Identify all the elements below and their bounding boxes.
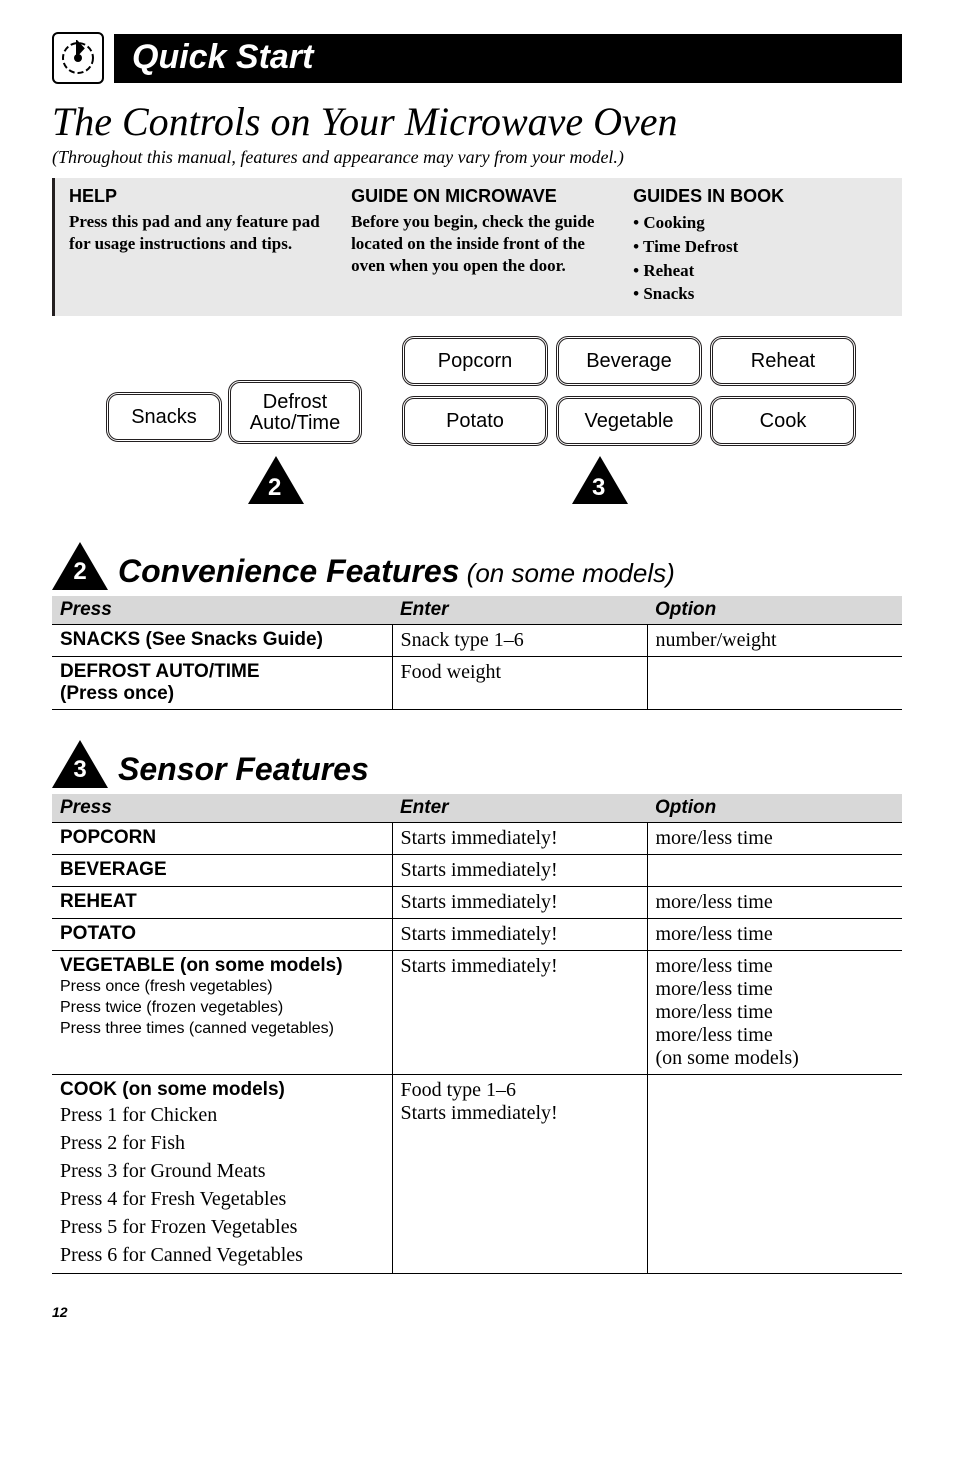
info-box: HELP Press this pad and any feature pad … — [52, 178, 902, 316]
pad-snacks: Snacks — [106, 392, 222, 442]
col-option: Option — [647, 794, 902, 823]
help-heading: HELP — [69, 186, 341, 207]
row-cook-option — [647, 1075, 902, 1274]
row-vegetable-sub2: Press twice (frozen vegetables) — [60, 998, 384, 1019]
row-potato-press: POTATO — [52, 919, 392, 951]
row-beverage-press: BEVERAGE — [52, 855, 392, 887]
pad-cook: Cook — [710, 396, 856, 446]
row-vegetable-opt3: more/less time — [656, 1001, 895, 1024]
row-defrost-enter: Food weight — [392, 657, 647, 710]
page-title: The Controls on Your Microwave Oven — [52, 98, 902, 145]
row-popcorn-option: more/less time — [647, 823, 902, 855]
section-2-title-row: 2 Convenience Features (on some models) — [52, 542, 902, 590]
row-reheat-option: more/less time — [647, 887, 902, 919]
pad-popcorn: Popcorn — [402, 336, 548, 386]
row-potato-option: more/less time — [647, 919, 902, 951]
row-cook-sub5: Press 5 for Frozen Vegetables — [60, 1213, 384, 1241]
row-vegetable-sub1: Press once (fresh vegetables) — [60, 977, 384, 998]
row-vegetable-enter: Starts immediately! — [392, 951, 647, 1075]
book-item: Time Defrost — [633, 235, 878, 259]
guide-body: Before you begin, check the guide locate… — [351, 211, 623, 277]
row-vegetable-opt2: more/less time — [656, 978, 895, 1001]
book-item: Reheat — [633, 259, 878, 283]
triangle-2-upper-num: 2 — [268, 474, 281, 502]
section-2-heading-note: (on some models) — [459, 558, 674, 588]
row-cook-sub6: Press 6 for Canned Vegetables — [60, 1241, 384, 1269]
row-reheat-enter: Starts immediately! — [392, 887, 647, 919]
pad-diagram: Snacks Defrost Auto/Time Popcorn Beverag… — [52, 336, 902, 536]
row-cook-sub4: Press 4 for Fresh Vegetables — [60, 1185, 384, 1213]
triangle-2-lower-num: 2 — [72, 558, 88, 586]
header-bar: Quick Start — [114, 34, 902, 83]
triangle-3-lower-num: 3 — [72, 756, 88, 784]
pad-defrost: Defrost Auto/Time — [228, 380, 362, 444]
sensor-table: Press Enter Option POPCORN Starts immedi… — [52, 794, 902, 1274]
row-snacks-press: SNACKS (See Snacks Guide) — [52, 625, 392, 657]
page-number: 12 — [52, 1304, 902, 1320]
row-vegetable-press: VEGETABLE (on some models) Press once (f… — [52, 951, 392, 1075]
pad-potato: Potato — [402, 396, 548, 446]
section-2-heading-text: Convenience Features — [118, 553, 459, 589]
page-subtitle: (Throughout this manual, features and ap… — [52, 147, 902, 168]
row-defrost-option — [647, 657, 902, 710]
row-popcorn-enter: Starts immediately! — [392, 823, 647, 855]
quickstart-icon — [52, 32, 104, 84]
help-body: Press this pad and any feature pad for u… — [69, 211, 341, 255]
row-cook-sub3: Press 3 for Ground Meats — [60, 1157, 384, 1185]
col-press: Press — [52, 794, 392, 823]
book-item: Cooking — [633, 211, 878, 235]
header-row: Quick Start — [52, 32, 902, 84]
row-cook-enter: Food type 1–6 Starts immediately! — [392, 1075, 647, 1274]
guide-heading: GUIDE ON MICROWAVE — [351, 186, 623, 207]
pad-vegetable: Vegetable — [556, 396, 702, 446]
row-cook-sub2: Press 2 for Fish — [60, 1129, 384, 1157]
col-press: Press — [52, 596, 392, 625]
row-cook-sub1: Press 1 for Chicken — [60, 1101, 384, 1129]
row-beverage-option — [647, 855, 902, 887]
section-3-title-row: 3 Sensor Features — [52, 740, 902, 788]
row-beverage-enter: Starts immediately! — [392, 855, 647, 887]
book-item: Snacks — [633, 282, 878, 306]
convenience-table: Press Enter Option SNACKS (See Snacks Gu… — [52, 596, 902, 710]
row-vegetable-option: more/less time more/less time more/less … — [647, 951, 902, 1075]
row-vegetable-opt4: more/less time — [656, 1024, 895, 1047]
row-snacks-enter: Snack type 1–6 — [392, 625, 647, 657]
book-list: Cooking Time Defrost Reheat Snacks — [633, 211, 878, 306]
section-3-heading: Sensor Features — [118, 751, 369, 788]
pad-defrost-line2: Auto/Time — [250, 413, 340, 434]
row-cook-enter2: Starts immediately! — [401, 1102, 639, 1125]
triangle-3-upper-num: 3 — [592, 474, 605, 502]
row-cook-enter1: Food type 1–6 — [401, 1079, 639, 1102]
row-vegetable-opt5: (on some models) — [656, 1047, 895, 1070]
row-cook-press-text: COOK (on some models) — [60, 1079, 285, 1100]
row-popcorn-press: POPCORN — [52, 823, 392, 855]
pad-beverage: Beverage — [556, 336, 702, 386]
pad-reheat: Reheat — [710, 336, 856, 386]
section-2-heading: Convenience Features (on some models) — [118, 553, 675, 590]
pad-defrost-line1: Defrost — [263, 392, 327, 413]
row-vegetable-press-text: VEGETABLE (on some models) — [60, 955, 343, 976]
row-reheat-press: REHEAT — [52, 887, 392, 919]
row-vegetable-opt1: more/less time — [656, 955, 895, 978]
triangle-3-lower: 3 — [52, 740, 108, 788]
col-enter: Enter — [392, 596, 647, 625]
row-defrost-press-sub: (Press once) — [60, 683, 384, 705]
row-vegetable-sub3: Press three times (canned vegetables) — [60, 1019, 384, 1040]
row-snacks-option: number/weight — [647, 625, 902, 657]
col-enter: Enter — [392, 794, 647, 823]
row-potato-enter: Starts immediately! — [392, 919, 647, 951]
row-cook-press: COOK (on some models) Press 1 for Chicke… — [52, 1075, 392, 1274]
row-defrost-press: DEFROST AUTO/TIME (Press once) — [52, 657, 392, 710]
triangle-2-lower: 2 — [52, 542, 108, 590]
row-defrost-press-text: DEFROST AUTO/TIME — [60, 661, 260, 682]
book-heading: GUIDES IN BOOK — [633, 186, 878, 207]
col-option: Option — [647, 596, 902, 625]
